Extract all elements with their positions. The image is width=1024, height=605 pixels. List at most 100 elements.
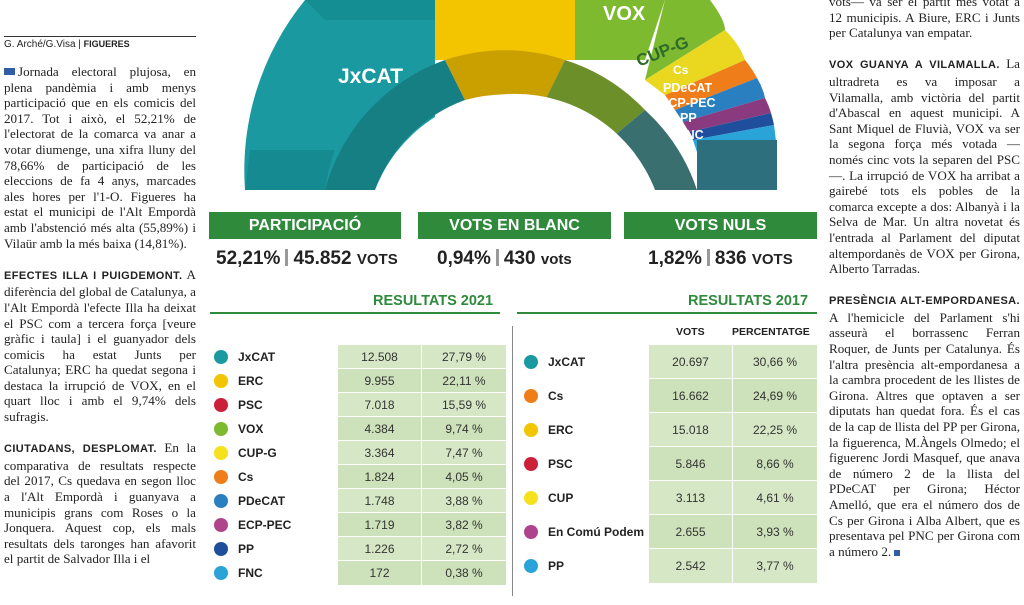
party-color-dot	[524, 457, 538, 471]
party-color-dot	[524, 355, 538, 369]
vote-count: 20.697	[649, 345, 733, 378]
party-color-dot	[214, 422, 228, 436]
byline-section: FIGUERES	[83, 39, 130, 49]
left-paragraph: Jornada electoral plujosa, en plena pand…	[4, 64, 196, 251]
end-marker-icon	[894, 549, 901, 556]
party-color-dot	[524, 491, 538, 505]
table-row: PP 1.226 2,72 %	[210, 537, 506, 561]
vote-count: 1.748	[338, 489, 422, 512]
vote-count: 16.662	[649, 379, 733, 412]
stat-label-blank: VOTS EN BLANC	[418, 212, 611, 239]
table-row: Cs 16.662 24,69 %	[520, 379, 817, 413]
party-color-dot	[214, 566, 228, 580]
vote-count: 2.542	[649, 549, 733, 583]
vote-count: 4.384	[338, 417, 422, 440]
results-2021-rule	[210, 312, 500, 314]
table-row: VOX 4.384 9,74 %	[210, 417, 506, 441]
table-row: ERC 15.018 22,25 %	[520, 413, 817, 447]
vote-count: 1.824	[338, 465, 422, 488]
hemicycle-seg-cs	[665, 60, 757, 110]
party-color-dot	[524, 559, 538, 573]
left-article-text: Jornada electoral plujosa, en plena pand…	[4, 64, 196, 583]
party-name: JxCAT	[238, 349, 276, 364]
byline: G. Arché/G.Visa | FIGUERES	[4, 36, 196, 50]
vote-count: 15.018	[649, 413, 733, 446]
table-row: FNC 172 0,38 %	[210, 561, 506, 585]
table-row: CUP 3.113 4,61 %	[520, 481, 817, 515]
vote-percentage: 3,93 %	[733, 515, 817, 548]
party-name: ERC	[548, 422, 574, 437]
stat-value-blank: 0,94% 430 vots	[437, 248, 572, 269]
right-paragraph: PRESÈNCIA ALT-EMPORDANESA. A l'hemicicle…	[829, 295, 1020, 559]
vote-percentage: 3,82 %	[422, 513, 506, 536]
election-infographic: JxCAT VOX CUP-G Cs PDeCAT ECP-PEC PP FNC…	[205, 0, 820, 605]
hemicycle-label-cs: Cs	[673, 63, 689, 77]
vote-percentage: 22,11 %	[422, 369, 506, 392]
left-paragraph: EFECTES ILLA I PUIGDEMONT. A diferència …	[4, 266, 196, 425]
vote-count: 3.364	[338, 441, 422, 464]
vote-count: 5.846	[649, 447, 733, 480]
party-name: FNC	[238, 565, 263, 580]
vote-count: 9.955	[338, 369, 422, 392]
byline-authors: G. Arché/G.Visa	[4, 39, 76, 50]
hemicycle-label-ecppec: ECP-PEC	[660, 96, 716, 110]
vote-percentage: 15,59 %	[422, 393, 506, 416]
stat-value-participation: 52,21% 45.852 VOTS	[216, 248, 398, 269]
stat-label-null: VOTS NULS	[624, 212, 817, 239]
party-color-dot	[214, 350, 228, 364]
vote-percentage: 8,66 %	[733, 447, 817, 480]
party-name: PSC	[548, 456, 573, 471]
results-2017-title: RESULTATS 2017	[688, 293, 809, 309]
col-header-percentage: PERCENTATGE	[732, 326, 810, 338]
vote-count: 7.018	[338, 393, 422, 416]
right-paragraph: vots— va ser el partit més votat a 12 mu…	[829, 0, 1020, 41]
vote-count: 3.113	[649, 481, 733, 514]
vote-count: 1.719	[338, 513, 422, 536]
party-name: ECP-PEC	[238, 517, 292, 532]
table-row: PDeCAT 1.748 3,88 %	[210, 489, 506, 513]
vote-percentage: 22,25 %	[733, 413, 817, 446]
vote-percentage: 0,38 %	[422, 561, 506, 585]
right-article-text: vots— va ser el partit més votat a 12 mu…	[829, 0, 1020, 575]
party-color-dot	[214, 398, 228, 412]
party-name: VOX	[238, 421, 264, 436]
party-color-dot	[214, 374, 228, 388]
turnout-stats: PARTICIPACIÓ VOTS EN BLANC VOTS NULS 52,…	[205, 212, 820, 272]
hemicycle-seg-pp	[689, 113, 774, 140]
vote-percentage: 30,66 %	[733, 345, 817, 378]
hemicycle-label-jxcat: JxCAT	[338, 65, 403, 88]
party-color-dot	[214, 518, 228, 532]
table-row: CUP-G 3.364 7,47 %	[210, 441, 506, 465]
hemicycle-label-fnc: FNC	[678, 128, 704, 142]
vote-count: 12.508	[338, 345, 422, 368]
vote-percentage: 7,47 %	[422, 441, 506, 464]
right-paragraph: VOX GUANYA A VILAMALLA. La ultradreta es…	[829, 56, 1020, 277]
party-name: ERC	[238, 373, 264, 388]
hemicycle-seg-vox	[575, 0, 665, 60]
vote-percentage: 24,69 %	[733, 379, 817, 412]
vote-percentage: 4,61 %	[733, 481, 817, 514]
party-color-dot	[214, 446, 228, 460]
party-name: PDeCAT	[238, 493, 286, 508]
hemicycle-chart: JxCAT VOX CUP-G Cs PDeCAT ECP-PEC PP FNC	[244, 0, 777, 190]
party-name: CUP	[548, 490, 574, 505]
table-row: ECP-PEC 1.719 3,82 %	[210, 513, 506, 537]
left-article-column: G. Arché/G.Visa | FIGUERES Jornada elect…	[4, 0, 196, 605]
hemicycle-label-vox: VOX	[603, 3, 646, 25]
vote-percentage: 27,79 %	[422, 345, 506, 368]
party-color-dot	[214, 470, 228, 484]
vote-percentage: 4,05 %	[422, 465, 506, 488]
vote-percentage: 2,72 %	[422, 537, 506, 560]
table-row: PP 2.542 3,77 %	[520, 549, 817, 583]
party-color-dot	[524, 525, 538, 539]
party-name: PSC	[238, 397, 263, 412]
hemicycle-seg-pdecat	[675, 78, 765, 122]
results-2021-title: RESULTATS 2021	[373, 293, 494, 309]
table-row: En Comú Podem 2.655 3,93 %	[520, 515, 817, 549]
party-name: JxCAT	[548, 354, 586, 369]
table-row: JxCAT 20.697 30,66 %	[520, 345, 817, 379]
party-name: PP	[548, 558, 565, 573]
hemicycle-label-pdecat: PDeCAT	[663, 81, 712, 95]
party-color-dot	[214, 494, 228, 508]
table-row: Cs 1.824 4,05 %	[210, 465, 506, 489]
